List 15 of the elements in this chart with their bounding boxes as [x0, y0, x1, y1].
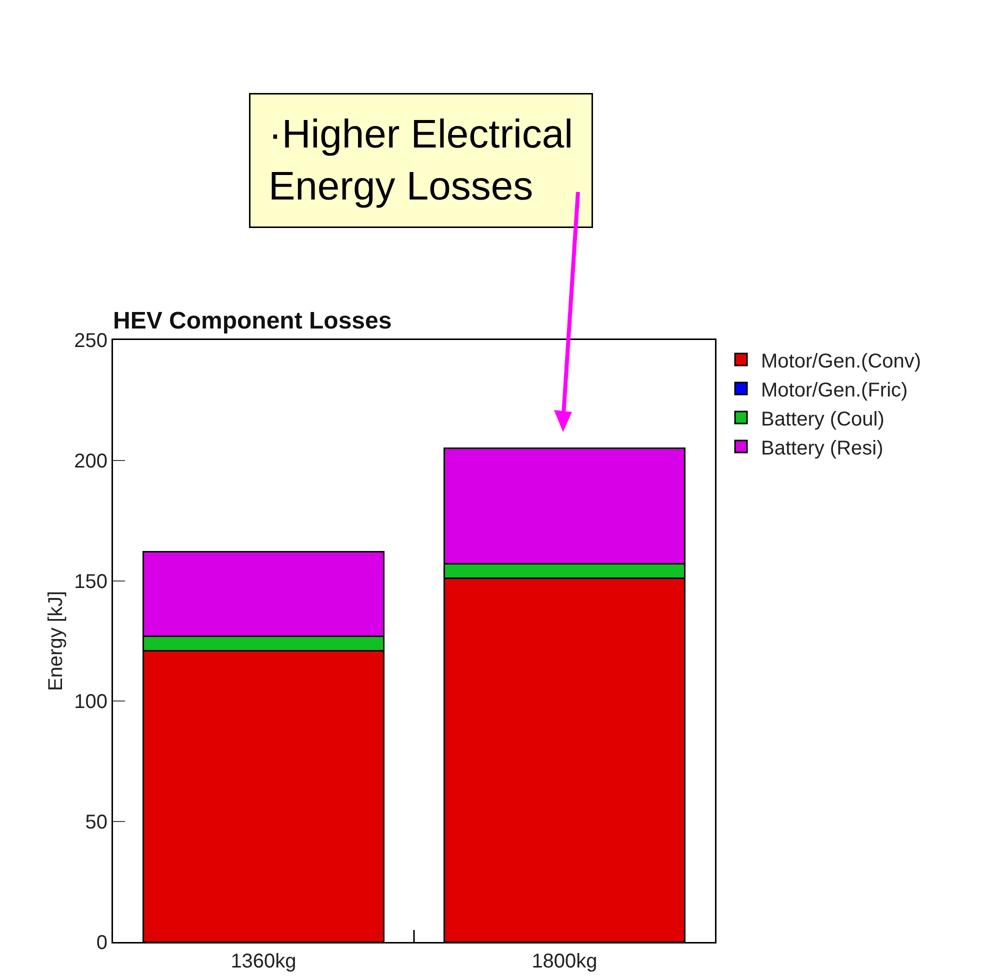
legend-label: Battery (Resi) [761, 437, 884, 460]
legend-label: Motor/Gen.(Fric) [761, 379, 908, 402]
y-tick-label: 150 [74, 570, 108, 593]
y-tick-label: 200 [74, 450, 108, 472]
x-tick-label: 1800kg [532, 950, 598, 972]
x-tick-label: 1360kg [230, 950, 296, 972]
y-tick-label: 0 [96, 932, 108, 954]
y-tick-label: 50 [85, 812, 108, 834]
y-axis-title: Energy [kJ] [44, 590, 67, 692]
legend-label: Battery (Coul) [761, 408, 884, 430]
legend-label: Motor/Gen.(Conv) [761, 350, 922, 372]
y-tick-label: 250 [74, 330, 108, 352]
text: ·Higher Electrical Energy Losses [268, 112, 574, 208]
chart-title: HEV Component Losses [113, 307, 392, 334]
y-tick-label: 100 [74, 691, 108, 714]
